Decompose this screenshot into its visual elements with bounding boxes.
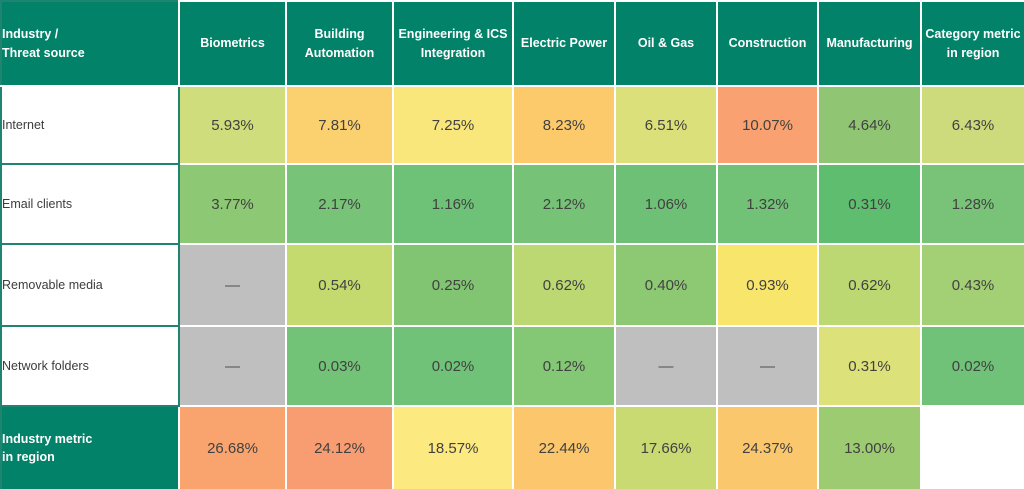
heatmap-cell: 7.25%	[392, 85, 514, 165]
heatmap-cell: 0.40%	[614, 243, 718, 327]
column-header: Construction	[716, 0, 819, 87]
heatmap-cell: 1.16%	[392, 163, 514, 245]
heatmap-cell-na: —	[178, 243, 287, 327]
heatmap-cell: 0.62%	[512, 243, 616, 327]
heatmap-cell: 0.03%	[285, 325, 394, 407]
heatmap-cell: 18.57%	[392, 405, 514, 489]
heatmap-cell: 26.68%	[178, 405, 287, 489]
row-label: Email clients	[0, 163, 180, 245]
heatmap-cell: 0.25%	[392, 243, 514, 327]
heatmap-cell: 5.93%	[178, 85, 287, 165]
heatmap-cell: 2.17%	[285, 163, 394, 245]
heatmap-cell: 0.54%	[285, 243, 394, 327]
corner-header: Industry / Threat source	[0, 0, 180, 87]
heatmap-cell: 1.32%	[716, 163, 819, 245]
column-header: Manufacturing	[817, 0, 922, 87]
row-label: Network folders	[0, 325, 180, 407]
heatmap-cell: 10.07%	[716, 85, 819, 165]
heatmap-cell: 0.31%	[817, 325, 922, 407]
heatmap-cell-na: —	[178, 325, 287, 407]
heatmap-cell: 1.06%	[614, 163, 718, 245]
heatmap-cell: 2.12%	[512, 163, 616, 245]
heatmap-cell: 7.81%	[285, 85, 394, 165]
row-label: Internet	[0, 85, 180, 165]
heatmap-cell: 0.43%	[920, 243, 1024, 327]
heatmap-cell: 0.31%	[817, 163, 922, 245]
heatmap-cell: 0.02%	[392, 325, 514, 407]
heatmap-cell: 6.51%	[614, 85, 718, 165]
heatmap-cell: 13.00%	[817, 405, 922, 489]
heatmap-cell: 4.64%	[817, 85, 922, 165]
heatmap-cell: 22.44%	[512, 405, 616, 489]
column-header: Biometrics	[178, 0, 287, 87]
heatmap-cell: 0.62%	[817, 243, 922, 327]
column-header: Building Automation	[285, 0, 394, 87]
heatmap-cell: 1.28%	[920, 163, 1024, 245]
heatmap-cell: 0.12%	[512, 325, 616, 407]
heatmap-cell: 8.23%	[512, 85, 616, 165]
heatmap-cell: 6.43%	[920, 85, 1024, 165]
footer-row-label: Industry metric in region	[0, 405, 180, 489]
heatmap-cell: 24.12%	[285, 405, 394, 489]
heatmap-cell-na: —	[614, 325, 718, 407]
row-label: Removable media	[0, 243, 180, 327]
column-header: Engineering & ICS Integration	[392, 0, 514, 87]
heatmap-cell: 17.66%	[614, 405, 718, 489]
heatmap-cell: 24.37%	[716, 405, 819, 489]
heatmap-cell: 3.77%	[178, 163, 287, 245]
column-header: Oil & Gas	[614, 0, 718, 87]
column-header: Category metric in region	[920, 0, 1024, 87]
heatmap-cell-na: —	[716, 325, 819, 407]
heatmap-cell: 0.02%	[920, 325, 1024, 407]
heatmap-cell: 0.93%	[716, 243, 819, 327]
heatmap-cell	[920, 405, 1024, 489]
column-header: Electric Power	[512, 0, 616, 87]
